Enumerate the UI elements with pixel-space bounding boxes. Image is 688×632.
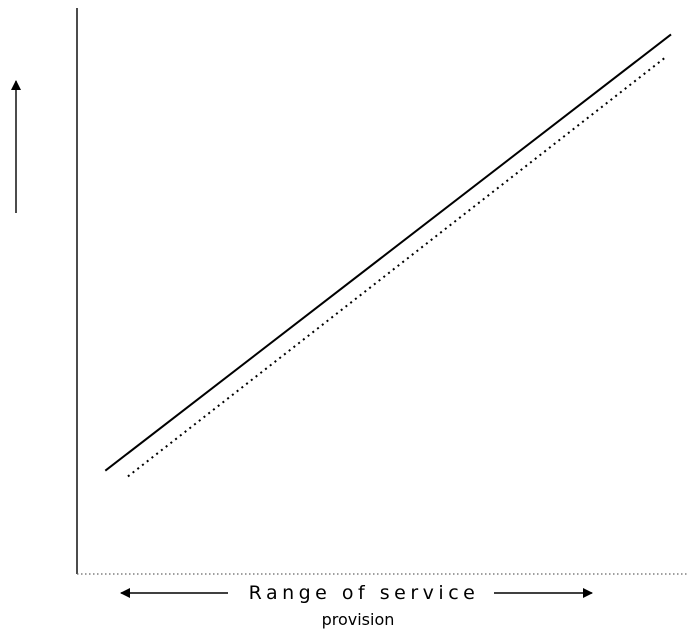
x-axis-label: Range of service <box>249 582 480 604</box>
x-axis-label-line2: provision <box>322 610 395 629</box>
series-line-dotted <box>127 56 666 478</box>
series-layer <box>104 33 672 478</box>
series-line-solid <box>104 33 672 472</box>
